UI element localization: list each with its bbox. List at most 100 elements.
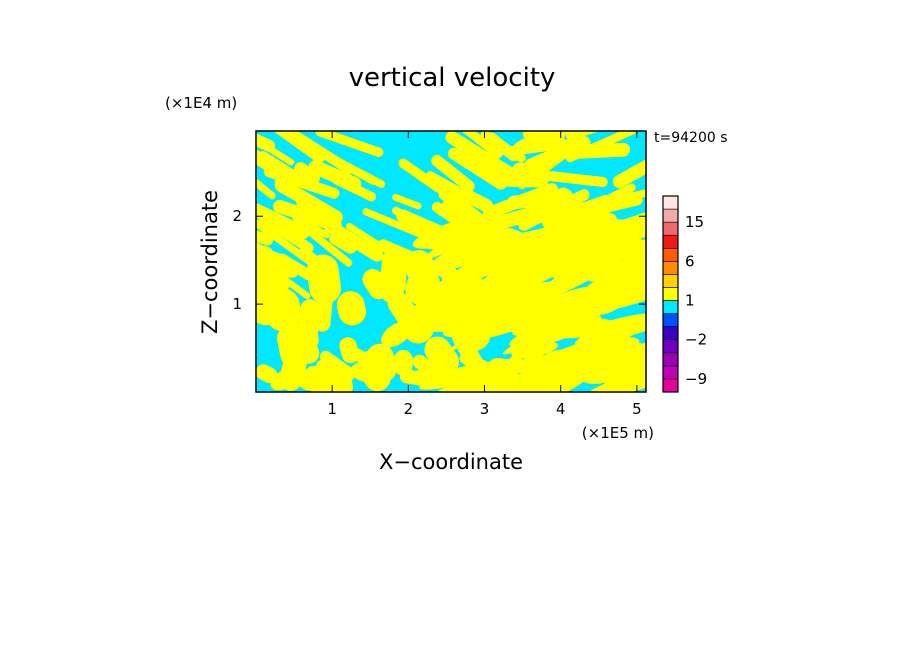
positive-velocity-region (565, 131, 618, 141)
positive-velocity-region (518, 131, 595, 148)
positive-velocity-region (256, 172, 276, 200)
x-axis: 1 2 3 4 5 (327, 131, 642, 418)
positive-velocity-region (294, 162, 320, 186)
x-axis-label: X−coordinate (379, 450, 523, 474)
positive-velocity-region (575, 276, 646, 302)
colorbar-swatch (662, 195, 679, 210)
colorbar-swatch (662, 352, 679, 367)
positive-velocity-region (352, 361, 374, 382)
colorbar-tick-label: −9 (685, 370, 707, 388)
chart-title: vertical velocity (349, 63, 556, 93)
y-axis-label: Z−coordinate (198, 190, 222, 334)
positive-velocity-region (520, 355, 539, 378)
positive-velocity-region (362, 208, 426, 239)
positive-velocity-region (612, 158, 646, 189)
positive-velocity-region (256, 131, 295, 166)
positive-velocity-region (497, 312, 563, 330)
colorbar-frame (662, 195, 679, 393)
colorbar-swatch (662, 326, 679, 341)
colorbar-swatch (662, 313, 679, 327)
positive-velocity-region (306, 254, 342, 304)
y-tick-label: 2 (232, 207, 242, 225)
colorbar-swatch (662, 300, 679, 314)
positive-velocity-region (470, 365, 505, 385)
colorbar-swatch (662, 221, 679, 236)
positive-velocity-region (499, 281, 565, 305)
positive-velocity-region (259, 214, 314, 253)
positive-velocity-region (430, 234, 504, 269)
plot-frame (255, 130, 647, 393)
positive-velocity-region (314, 287, 334, 332)
positive-velocity-region (257, 151, 306, 186)
x-tick-label: 5 (632, 400, 642, 418)
positive-velocity-region (308, 160, 362, 191)
positive-velocity-region (480, 131, 526, 163)
positive-velocity-region (447, 147, 507, 190)
positive-velocity-region (483, 183, 558, 220)
positive-velocity-region (256, 212, 317, 268)
time-label: t=94200 s (654, 130, 728, 146)
positive-velocity-region (573, 242, 646, 261)
colorbar-tick-label: 1 (685, 292, 695, 310)
colorbar-tick-label: −2 (685, 331, 707, 349)
positive-velocity-region (537, 355, 558, 371)
colorbar-swatch (662, 208, 679, 223)
positive-velocity-region (618, 342, 646, 373)
positive-velocity-region (425, 171, 494, 213)
colorbar-swatch (662, 234, 679, 249)
colorbar-swatch (662, 261, 679, 275)
positive-velocity-region (547, 145, 586, 161)
positive-velocity-region (511, 341, 558, 359)
positive-velocity-region (528, 187, 570, 210)
positive-velocity-region (430, 287, 484, 311)
positive-velocity-region (452, 376, 544, 392)
positive-velocity-region (571, 142, 631, 159)
positive-velocity-region (572, 211, 617, 239)
positive-velocity-region (600, 358, 646, 392)
positive-velocity-region (430, 253, 505, 298)
colorbar-swatch (662, 339, 679, 354)
colorbar-tick-label: 6 (685, 252, 695, 270)
positive-velocity-region (324, 220, 384, 262)
positive-velocity-region (256, 245, 277, 280)
positive-velocity-region (274, 178, 343, 224)
colorbar-swatch (662, 274, 679, 288)
positive-velocity-region (285, 131, 354, 175)
positive-velocity-region (290, 325, 320, 364)
y-axis-unit: (×1E4 m) (165, 94, 237, 112)
positive-velocity-region (445, 131, 518, 181)
positive-velocity-region (431, 154, 475, 193)
positive-velocity-region (502, 369, 521, 384)
positive-velocity-region (412, 354, 443, 382)
positive-velocity-region (381, 321, 412, 348)
y-tick-label: 1 (232, 295, 242, 313)
x-tick-label: 4 (556, 400, 566, 418)
colorbar-swatch (662, 287, 679, 301)
positive-velocity-region (469, 266, 542, 301)
positive-velocity-region (256, 229, 274, 246)
x-tick-label: 1 (327, 400, 337, 418)
colorbar-tick-label: 15 (685, 213, 704, 231)
positive-velocity-region (256, 201, 310, 240)
positive-velocity-region (460, 131, 503, 159)
positive-velocity-region (435, 351, 456, 367)
positive-velocity-region (605, 311, 646, 342)
positive-velocity-region (292, 214, 330, 239)
positive-velocity-region (539, 273, 598, 301)
x-tick-label: 3 (480, 400, 490, 418)
positive-velocity-region (362, 269, 389, 300)
positive-velocity-region (518, 320, 556, 336)
positive-velocity-region (294, 218, 353, 267)
positive-velocity-region (451, 230, 554, 268)
colorbar: 15 6 1 −2 −9 (662, 195, 707, 393)
positive-velocity-region (273, 199, 342, 232)
positive-velocity-region (393, 350, 413, 376)
positive-velocity-region (336, 291, 367, 326)
positive-velocity-region (392, 194, 422, 210)
velocity-field (256, 131, 646, 392)
positive-velocity-region (256, 364, 278, 384)
positive-velocity-region (282, 360, 318, 391)
positive-velocity-region (412, 214, 501, 249)
x-tick-label: 2 (404, 400, 414, 418)
